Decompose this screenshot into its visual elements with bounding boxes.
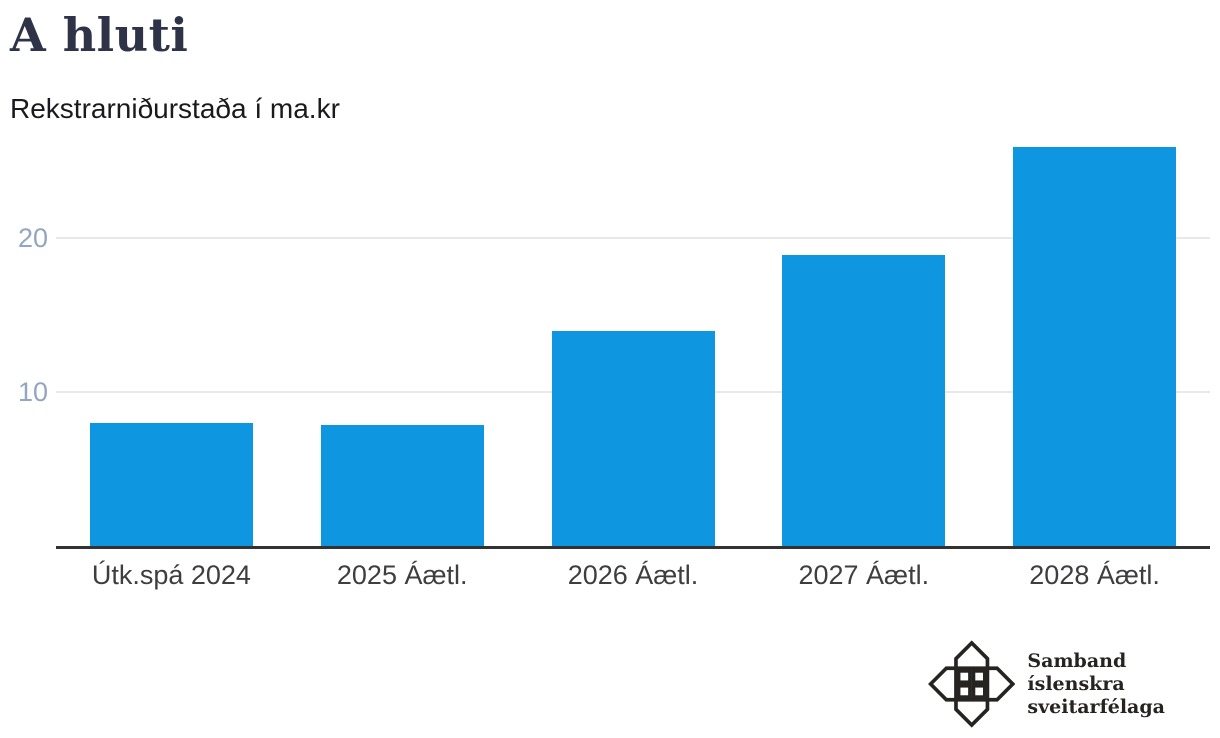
plot-area [56,145,1210,547]
samband-logo-icon [928,640,1016,728]
x-tick-label-1: Útk.spá 2024 [91,560,251,590]
bar-3 [551,330,715,547]
x-tick-label-2: 2025 Áætl. [336,560,468,590]
x-tick-label-4: 2027 Áætl. [798,560,930,590]
brand-footer: Samband íslenskra sveitarfélaga [928,638,1220,730]
bar-1 [89,423,253,547]
bar-4 [782,254,946,547]
y-tick-label-20: 20 [17,222,48,253]
x-axis-line [56,546,1210,549]
x-tick-label-5: 2028 Áætl. [1029,560,1160,590]
page-title: A hluti [10,8,189,62]
brand-name: Samband íslenskra sveitarfélaga [1027,650,1220,719]
y-tick-label-10: 10 [17,377,48,408]
gridline-y20 [56,236,1210,239]
bar-5 [1013,146,1177,547]
x-tick-label-3: 2026 Áætl. [567,560,699,590]
brand-name-line1: Samband íslenskra [1027,649,1127,695]
chart-subtitle: Rekstrarniðurstaða í ma.kr [10,93,340,124]
bar-2 [320,424,484,547]
brand-name-line2: sveitarfélaga [1027,695,1165,718]
